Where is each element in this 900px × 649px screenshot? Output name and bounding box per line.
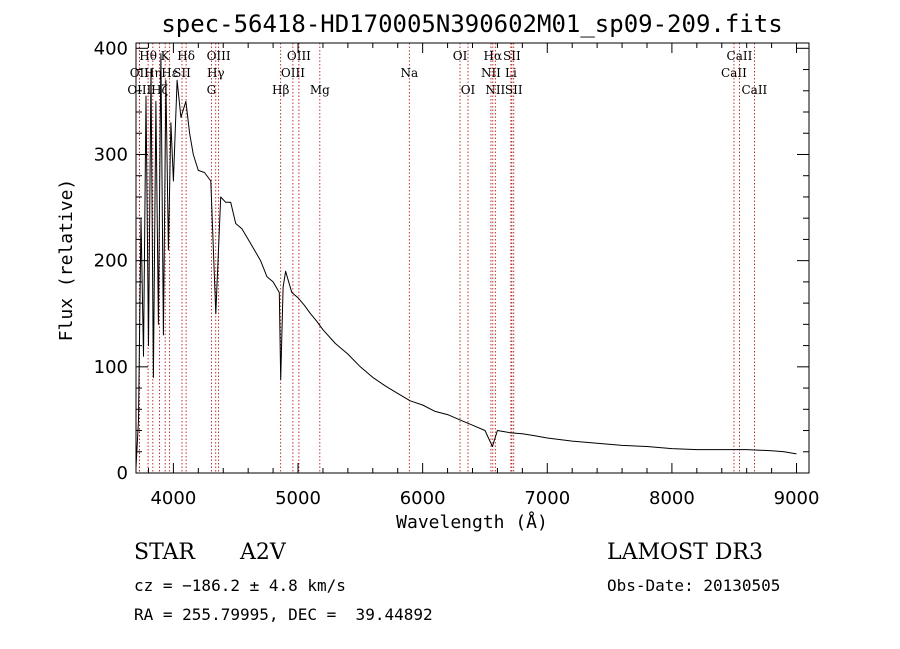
line-label-4: Hζ — [151, 83, 168, 97]
x-tick-label-0: 4000 — [150, 488, 196, 509]
line-label-25: CaII — [721, 66, 747, 80]
x-tick-label-1: 5000 — [275, 488, 321, 509]
object-class: STAR — [134, 540, 195, 565]
y-tick-label-3: 300 — [94, 144, 128, 165]
ra-dec-coordinates: RA = 255.79995, DEC = 39.44892 — [134, 605, 433, 624]
line-label-5: K — [161, 49, 171, 63]
y-tick-label-2: 200 — [94, 251, 128, 272]
line-label-1: OII — [130, 66, 150, 80]
spectrum-chart: spec-56418-HD170005N390602M01_sp09-209.f… — [56, 10, 820, 533]
x-axis-label: Wavelength (Å) — [396, 511, 548, 533]
chart-title: spec-56418-HD170005N390602M01_sp09-209.f… — [161, 10, 782, 38]
line-label-7: SII — [173, 66, 191, 80]
line-label-27: CaII — [741, 83, 767, 97]
line-label-14: OIII — [287, 49, 311, 63]
line-label-16: Na — [400, 66, 418, 80]
line-label-18: OI — [461, 83, 476, 97]
line-label-10: Hγ — [207, 66, 225, 80]
line-label-2: OIII — [127, 83, 151, 97]
redshift-velocity: cz = −186.2 ± 4.8 km/s — [134, 576, 346, 595]
line-label-20: Hα — [484, 49, 503, 63]
line-label-6: Hε — [161, 66, 178, 80]
spectrum-series — [135, 53, 797, 468]
plot-frame — [135, 42, 810, 474]
line-label-0: Hθ — [139, 49, 157, 63]
line-label-19: NII — [481, 66, 501, 80]
line-label-12: Hβ — [272, 83, 289, 97]
y-axis-label: Flux (relative) — [56, 179, 77, 342]
observation-date: Obs-Date: 20130505 — [607, 576, 781, 595]
line-label-11: G — [207, 83, 217, 97]
y-tick-label-0: 0 — [117, 463, 128, 484]
line-label-24: SII — [505, 83, 523, 97]
line-label-13: OIII — [281, 66, 305, 80]
line-label-26: CaII — [727, 49, 753, 63]
line-label-17: OI — [453, 49, 468, 63]
x-tick-label-5: 9000 — [774, 488, 820, 509]
x-tick-label-4: 8000 — [649, 488, 695, 509]
line-label-9: OIII — [207, 49, 231, 63]
line-label-8: Hδ — [177, 49, 195, 63]
x-tick-label-2: 6000 — [400, 488, 446, 509]
x-tick-label-3: 7000 — [524, 488, 570, 509]
spectrum-line-0 — [135, 53, 797, 468]
y-tick-label-1: 100 — [94, 357, 128, 378]
line-label-15: Mg — [310, 83, 330, 97]
line-label-22: SII — [503, 49, 521, 63]
axes: 4000 5000 6000 7000 8000 9000 0 100 200 300 400 — [94, 38, 820, 509]
line-label-21: NII — [485, 83, 505, 97]
object-subclass: A2V — [240, 540, 286, 565]
line-label-3: Hη — [144, 66, 162, 80]
survey-name: LAMOST DR3 — [607, 540, 763, 565]
y-tick-label-4: 400 — [94, 38, 128, 59]
line-label-23: Li — [505, 66, 517, 80]
